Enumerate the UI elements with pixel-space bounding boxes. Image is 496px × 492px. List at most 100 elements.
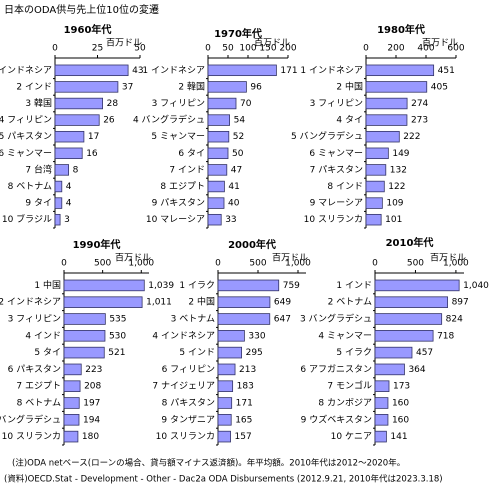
category-label: 1 インドネシア [300,65,363,76]
value-label: 457 [416,348,433,358]
bar [207,114,231,126]
bar [374,346,413,359]
value-label: 160 [392,415,409,425]
category-label: 8 エジプト [160,181,205,192]
category-label: 10 スリランカ [304,214,363,225]
value-label: 141 [390,432,407,442]
bar [365,130,400,143]
category-label: 4 バングラデシュ [133,114,205,126]
bar [63,313,106,325]
category-label: 2 中国 [188,296,215,308]
bar [54,213,61,226]
category-label: 4 ミャンマー [318,331,372,341]
bar [63,279,145,292]
value-label: 47 [231,165,242,175]
axis-unit: 百万ドル [272,253,308,264]
category-label: 9 タンザニア [161,414,215,425]
value-label: 149 [392,149,409,159]
x-tick-label: 200 [279,44,296,54]
bar [207,180,225,193]
category-label: 2 インドネシア [0,297,61,308]
bar [365,97,408,110]
bar [217,279,280,292]
bar [207,64,277,77]
bar [374,363,405,376]
x-tick-label: 0 [363,44,369,54]
category-label: 8 パキスタン [162,398,215,409]
bar [217,380,234,392]
category-label: 3 韓国 [25,98,52,109]
category-label: 5 バングラデシュ [291,130,363,142]
category-label: 3 フィリピン [152,98,205,109]
bar [217,430,231,443]
value-label: 157 [235,432,252,442]
bar [365,197,383,209]
category-label: 7 モンゴル [327,380,372,392]
category-label: 9 ウズベキスタン [301,413,372,425]
category-label: 2 ベトナム [328,297,372,308]
value-label: 273 [411,116,428,126]
value-label: 647 [274,315,291,325]
x-tick-label: 600 [447,44,464,54]
bar [207,213,222,226]
value-label: 180 [82,432,99,442]
bar [365,147,389,160]
axis-unit: 百万ドル [254,38,290,49]
value-label: 70 [240,99,252,109]
bar [207,197,225,209]
value-label: 718 [437,331,454,341]
bar [63,397,80,409]
bar [374,397,389,409]
category-label: 1 インドネシア [0,65,52,76]
category-label: 6 ミャンマー [0,149,52,159]
value-label: 26 [103,116,115,126]
axis-unit: 百万ドル [106,38,142,49]
bar [63,414,80,426]
x-tick-label: 50 [222,44,234,54]
value-label: 165 [235,415,252,425]
bar [217,346,243,359]
x-tick-label: 0 [215,259,221,269]
value-label: 222 [403,132,420,142]
value-label: 52 [233,132,244,142]
bar [374,296,448,308]
bar [63,430,79,443]
value-label: 274 [411,99,428,109]
bar [365,114,408,126]
category-label: 6 ミャンマー [309,149,363,159]
category-label: 9 パキスタン [152,198,205,209]
value-label: 1,039 [148,281,174,291]
value-label: 4 [66,199,72,209]
category-label: 9 マレーシア [310,199,363,209]
axis-unit: 百万ドル [430,253,466,264]
value-label: 364 [408,365,425,375]
value-label: 16 [86,149,98,159]
category-label: 10 スリランカ [156,431,215,442]
category-label: 6 アフガニスタン [300,364,372,375]
category-label: 10 ケニア [331,431,372,442]
bar [374,414,389,426]
category-label: 5 タイ [34,347,61,358]
bar [217,363,236,376]
value-label: 96 [250,82,262,92]
bar [54,81,119,93]
value-label: 1,011 [146,298,172,308]
x-tick-label: 500 [407,259,424,269]
x-tick-label: 400 [417,44,434,54]
x-tick-label: 200 [387,44,404,54]
bar [207,81,247,93]
bar [54,197,63,209]
category-label: 6 タイ [178,148,205,159]
value-label: 37 [122,82,133,92]
category-label: 4 タイ [336,115,363,126]
source: (資料)OECD.Stat - Development - Other - Da… [4,474,443,485]
chart-title: 1960年代 [64,23,112,36]
value-label: 171 [236,399,253,409]
value-label: 295 [246,348,263,358]
category-label: 7 ナイジェリア [152,381,215,392]
x-tick-label: 0 [205,44,211,54]
bar [365,64,435,77]
value-label: 213 [239,365,256,375]
bar [365,81,428,93]
x-tick-label: 100 [239,44,256,54]
